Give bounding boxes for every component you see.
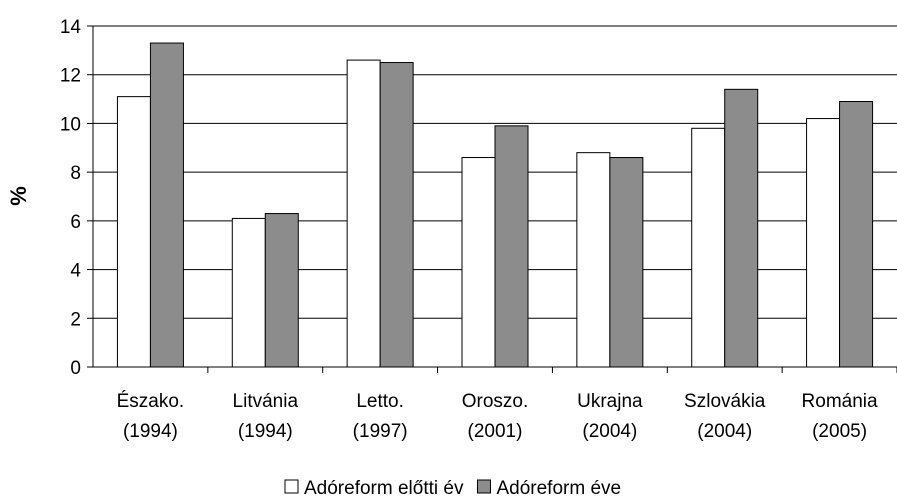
- y-tick-label: 14: [60, 17, 82, 38]
- y-tick-labels: 0 2 4 6 8 10 12 14: [60, 17, 82, 379]
- x-tick-label: Litvánia: [233, 391, 299, 412]
- x-tick-label: Szlovákia: [684, 391, 766, 412]
- bar-reform-0: [149, 42, 184, 368]
- x-tick-label: Letto.: [356, 391, 404, 412]
- bar-before-6: [806, 118, 841, 368]
- bar-before-2: [346, 59, 381, 368]
- x-tick-label: (1997): [353, 421, 408, 442]
- x-tick-label: (2004): [582, 421, 637, 442]
- x-tick-label: Ukrajna: [577, 391, 643, 412]
- bar-reform-5: [724, 88, 759, 368]
- legend-label: Adóreform előtti év: [304, 478, 464, 499]
- x-tick-labels: Észako. (1994) Litvánia (1994) Letto. (1997) O…: [117, 391, 878, 442]
- legend-swatch: [284, 479, 299, 494]
- y-tick-label: 2: [70, 309, 81, 330]
- legend: Adóreform előtti év Adóreform éve: [284, 478, 621, 499]
- x-tick-label: (1994): [238, 421, 293, 442]
- x-tick-label: (2001): [468, 421, 523, 442]
- x-tick-label: (2004): [697, 421, 752, 442]
- y-tick-label: 10: [60, 114, 81, 135]
- bar-before-1: [231, 217, 266, 368]
- x-tick-label: Észako.: [117, 391, 185, 412]
- x-tick-label: (2005): [812, 421, 867, 442]
- y-tick-label: 6: [70, 212, 81, 233]
- bar-reform-3: [494, 125, 529, 368]
- y-axis-label: %: [6, 186, 31, 206]
- bar-before-0: [116, 96, 151, 368]
- x-tick-label: (1994): [123, 421, 178, 442]
- y-tick-label: 8: [70, 163, 81, 184]
- bar-reform-1: [264, 213, 299, 368]
- y-tick-label: 12: [60, 66, 81, 87]
- x-tick-label: Oroszo.: [462, 391, 529, 412]
- bar-before-3: [461, 157, 496, 368]
- axes: [87, 25, 897, 373]
- legend-swatch: [476, 479, 491, 494]
- bar-reform-2: [379, 62, 414, 368]
- legend-label: Adóreform éve: [496, 478, 621, 499]
- bar-reform-6: [839, 101, 874, 368]
- bar-before-5: [691, 127, 726, 368]
- bars: [116, 42, 874, 368]
- y-tick-label: 4: [70, 261, 81, 282]
- bar-reform-4: [609, 157, 644, 368]
- x-tick-label: Románia: [802, 391, 878, 412]
- y-tick-label: 0: [70, 358, 81, 379]
- bar-before-4: [576, 152, 611, 368]
